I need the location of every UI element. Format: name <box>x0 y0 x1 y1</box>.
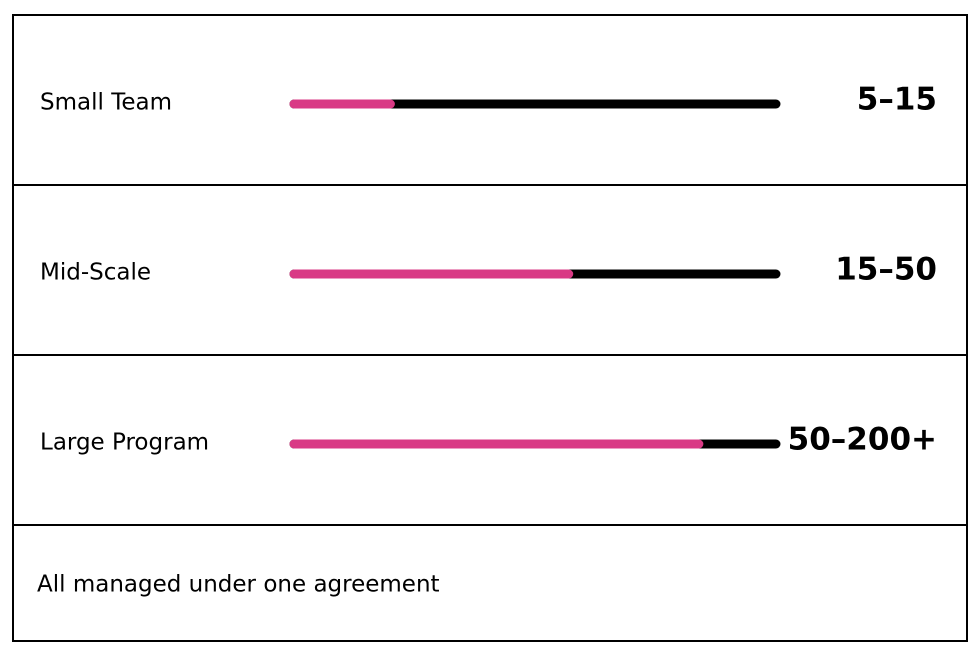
row-value: 50–200+ <box>788 422 937 458</box>
footer-text: All managed under one agreement <box>37 572 440 598</box>
frame <box>12 14 968 642</box>
row-label: Mid-Scale <box>40 260 151 286</box>
row-value: 5–15 <box>857 82 937 118</box>
row-label: Small Team <box>40 90 172 116</box>
row-label: Large Program <box>40 430 209 456</box>
row-value: 15–50 <box>835 252 937 288</box>
